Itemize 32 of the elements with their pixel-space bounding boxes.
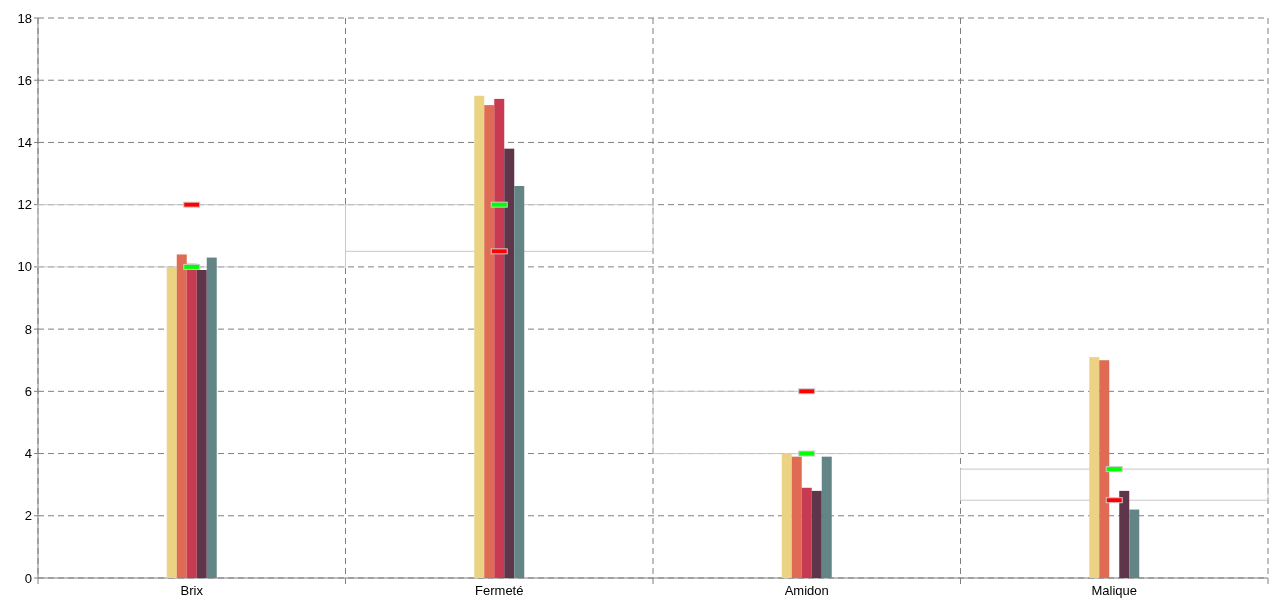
bar xyxy=(504,148,515,578)
y-tick-label: 18 xyxy=(17,10,32,26)
x-tick-label: Brix xyxy=(180,583,204,598)
bar xyxy=(1129,509,1140,578)
y-tick-label: 10 xyxy=(17,259,32,275)
y-tick-label: 14 xyxy=(17,134,32,150)
y-tick-label: 16 xyxy=(17,72,32,88)
bar xyxy=(1089,357,1100,578)
bar xyxy=(176,254,187,578)
bar xyxy=(791,456,802,578)
bar xyxy=(821,456,832,578)
bar xyxy=(811,490,822,578)
bar xyxy=(484,105,495,578)
bar xyxy=(1099,360,1110,578)
bar xyxy=(166,266,177,578)
y-tick-label: 12 xyxy=(17,197,32,213)
y-tick-label: 0 xyxy=(24,570,32,586)
y-tick-label: 8 xyxy=(24,321,32,337)
y-tick-label: 2 xyxy=(24,508,32,524)
bar xyxy=(801,487,812,578)
x-tick-label: Amidon xyxy=(784,583,829,598)
bar xyxy=(206,257,217,578)
bar xyxy=(494,98,505,578)
bar xyxy=(474,95,485,578)
y-tick-label: 6 xyxy=(24,383,32,399)
x-tick-label: Fermeté xyxy=(475,583,524,598)
bar xyxy=(196,270,207,578)
y-tick-label: 4 xyxy=(24,446,32,462)
bar xyxy=(514,186,525,578)
bar xyxy=(1119,490,1130,578)
x-tick-label: Malique xyxy=(1091,583,1138,598)
bar xyxy=(781,453,792,578)
